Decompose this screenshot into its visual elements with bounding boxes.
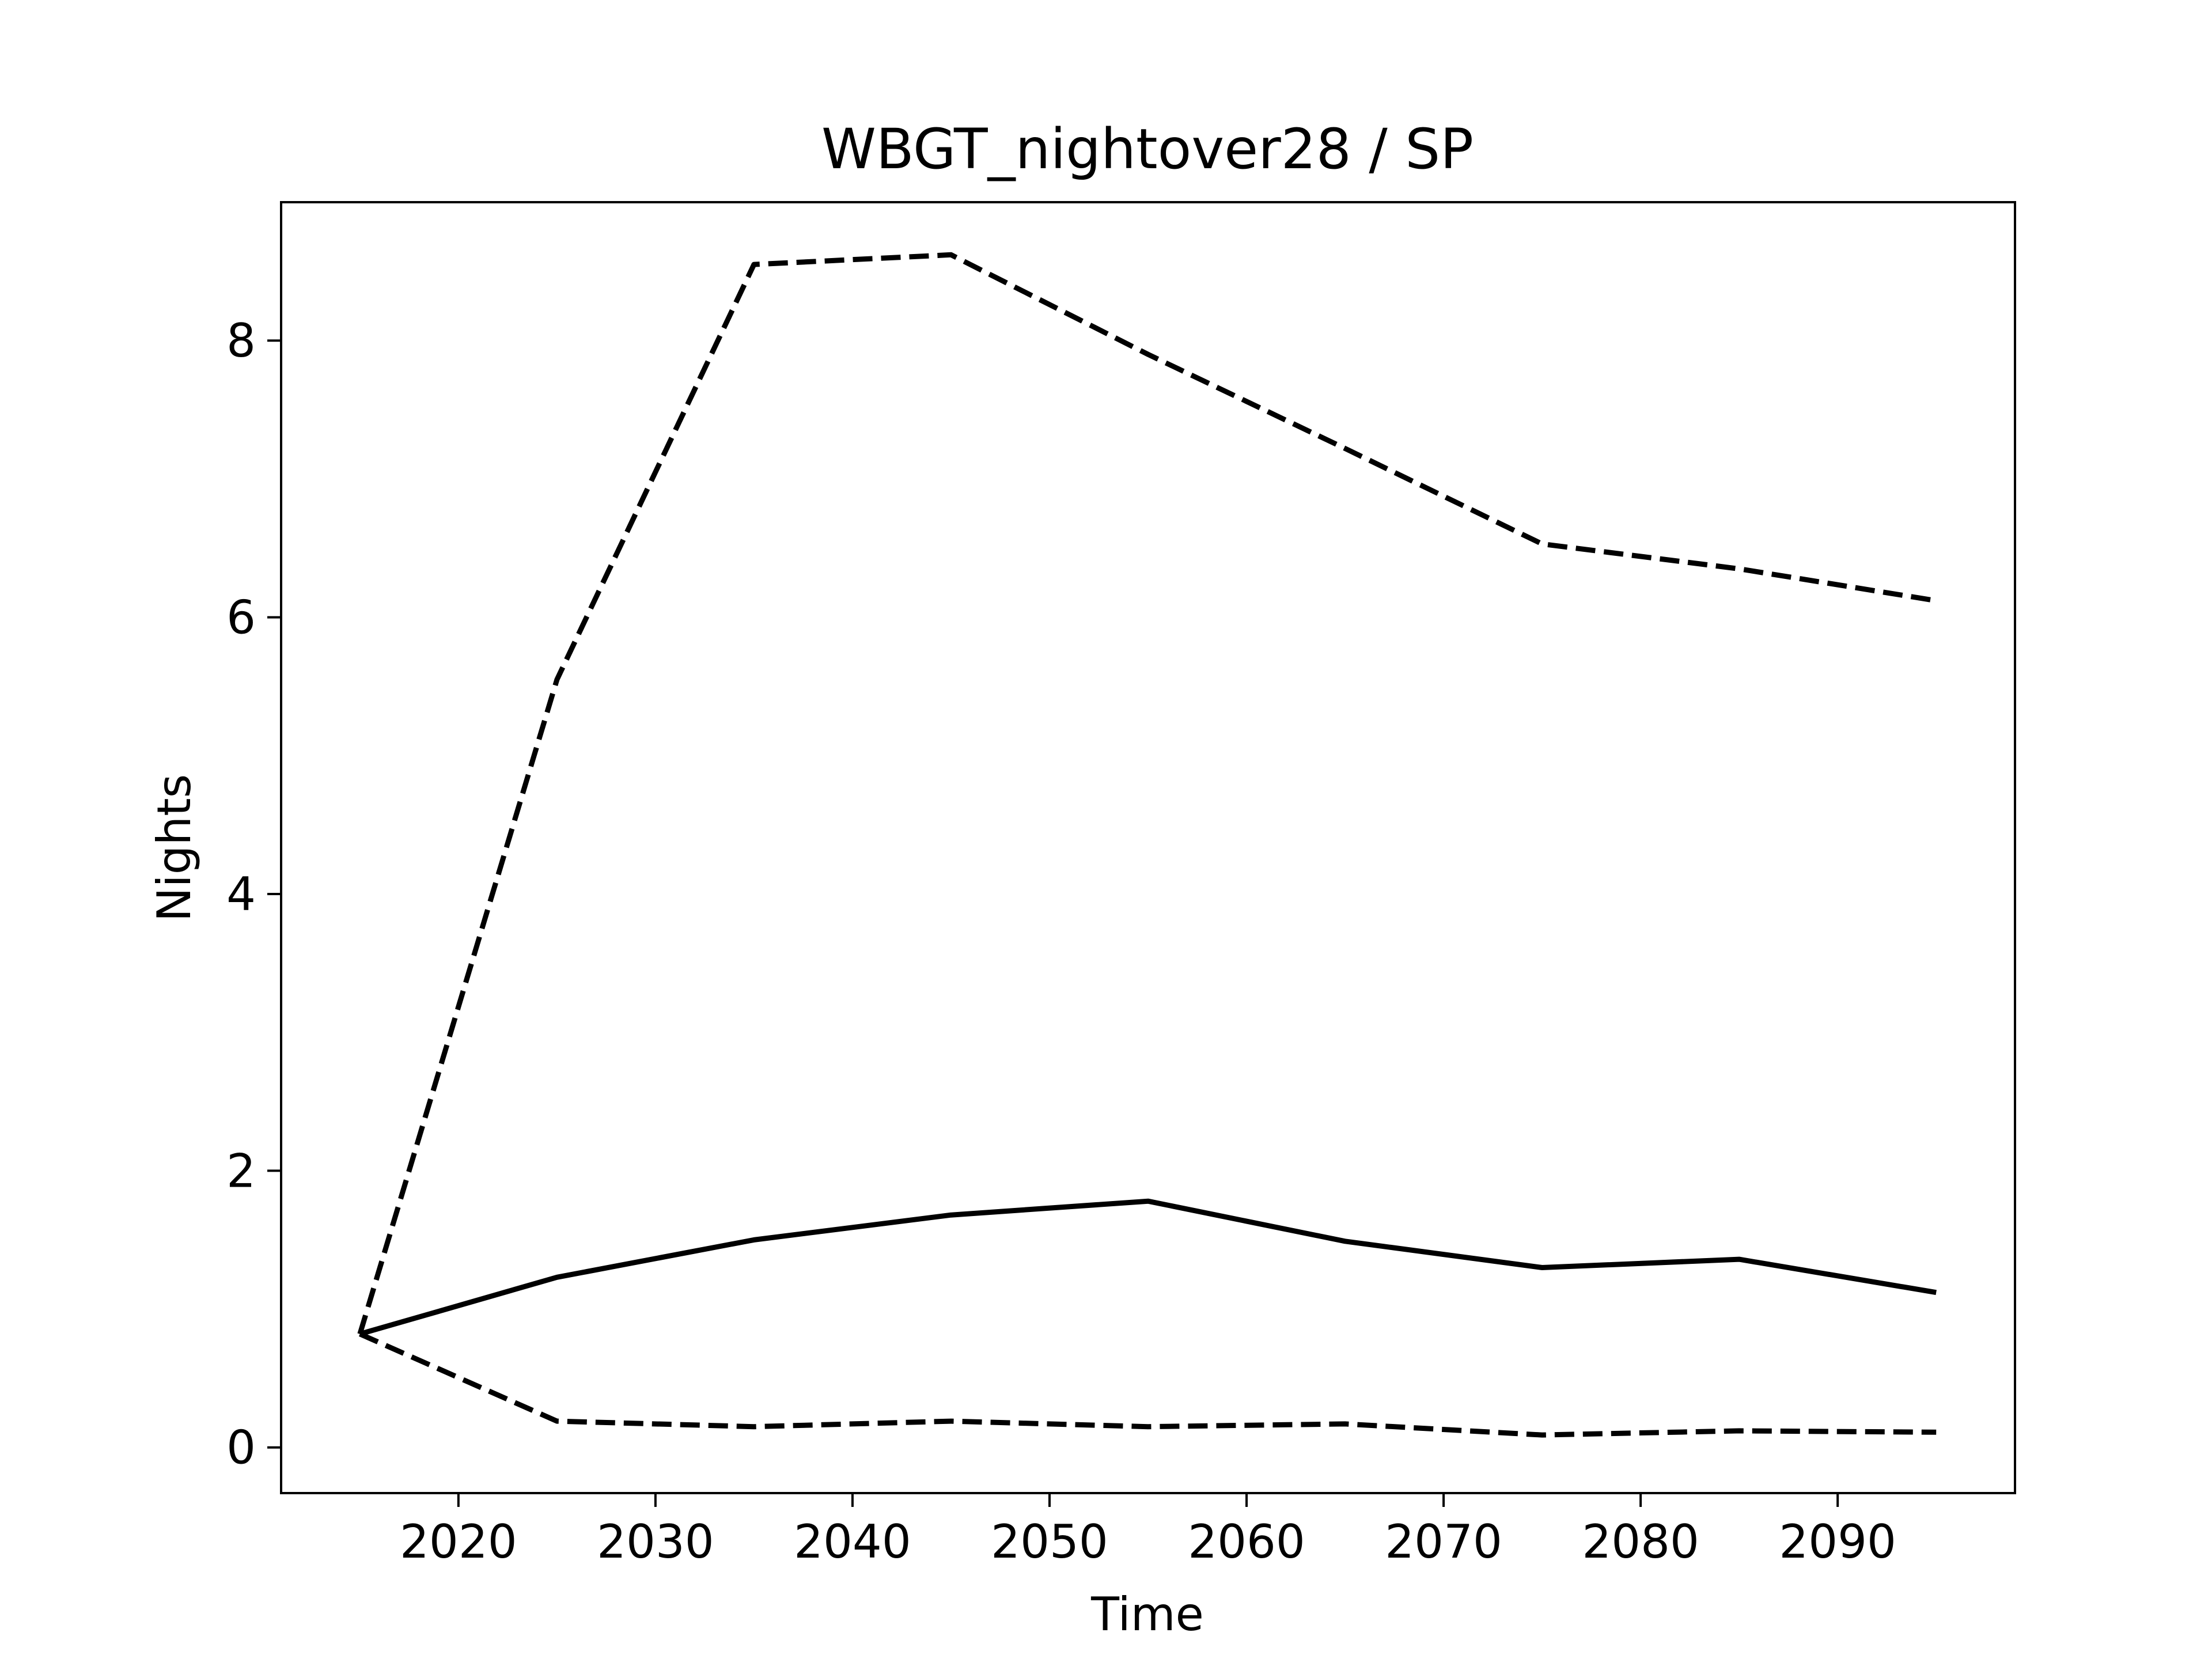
chart-title: WBGT_nightover28 / SP [821, 117, 1474, 181]
plot-area [357, 252, 1937, 1438]
x-tick-label: 2040 [794, 1515, 911, 1569]
series-line-3 [358, 1331, 1937, 1438]
x-tick-label: 2050 [991, 1515, 1108, 1569]
x-tick-label: 2030 [597, 1515, 714, 1569]
y-axis: 0 2 4 6 8 [226, 314, 281, 1475]
x-tick-label: 2060 [1188, 1515, 1305, 1569]
x-tick-label: 2090 [1779, 1515, 1896, 1569]
y-tick-label: 2 [226, 1144, 256, 1198]
y-tick-label: 6 [226, 591, 256, 645]
x-tick-label: 2020 [400, 1515, 517, 1569]
x-axis: 2020 2030 2040 2050 2060 2070 2080 2090 [400, 1493, 1896, 1569]
x-axis-label: Time [1090, 1588, 1204, 1641]
y-tick-label: 8 [226, 314, 256, 368]
series-line-2 [359, 1198, 1937, 1337]
series-line-1 [357, 252, 1937, 1335]
y-axis-label: Nights [147, 774, 201, 922]
x-tick-label: 2080 [1582, 1515, 1699, 1569]
y-tick-label: 0 [226, 1421, 256, 1475]
y-tick-label: 4 [226, 868, 256, 921]
x-tick-label: 2070 [1385, 1515, 1502, 1569]
axes-frame [280, 201, 2016, 1494]
